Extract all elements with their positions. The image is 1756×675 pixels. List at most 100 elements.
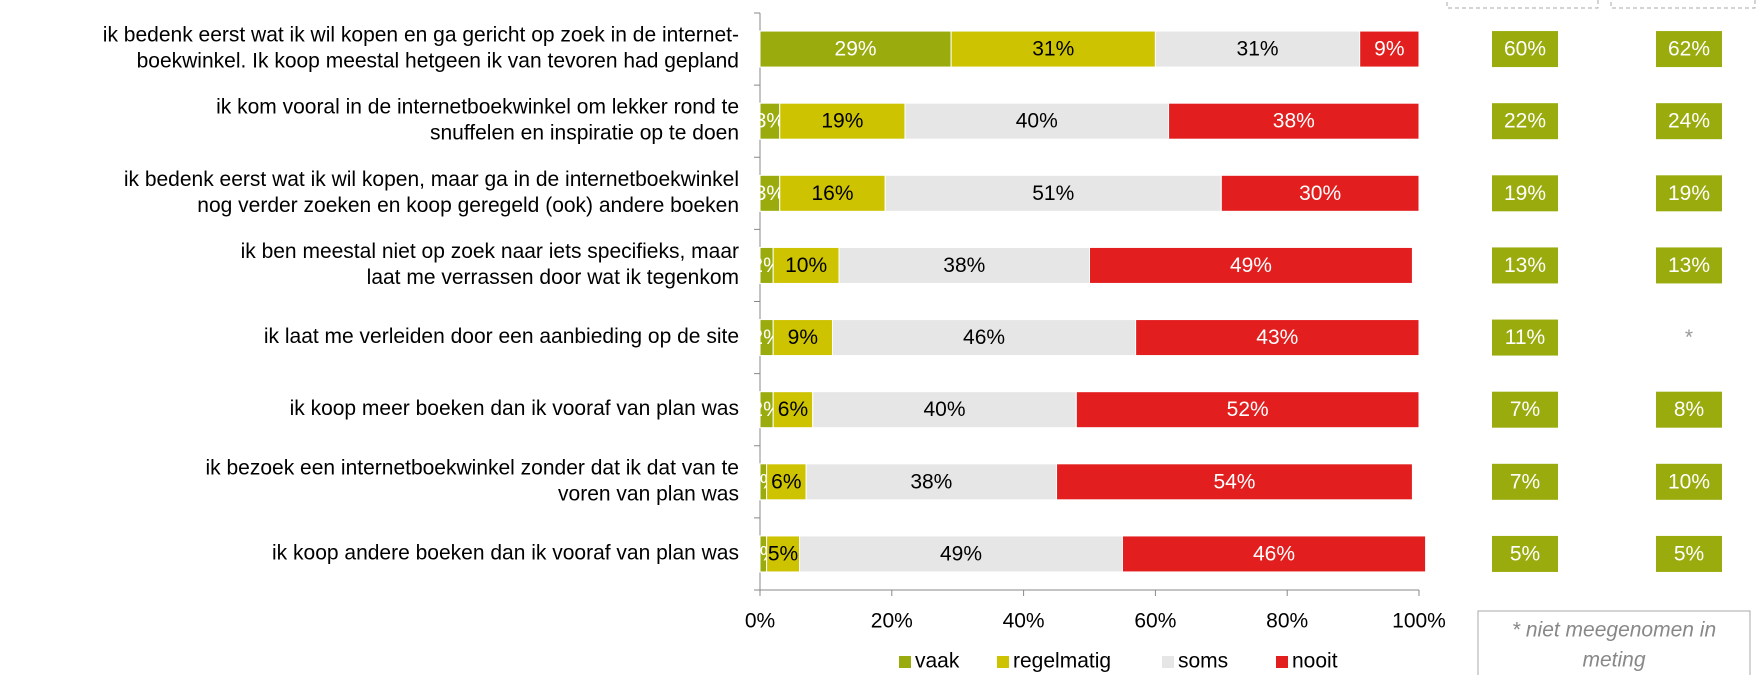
legend-swatch (899, 656, 911, 668)
x-tick-label: 40% (1003, 610, 1045, 633)
bar-segment (805, 463, 1058, 501)
footnote: * niet meegenomen in (1512, 619, 1716, 642)
value-label: 30% (1299, 182, 1341, 205)
value-label: 46% (1253, 542, 1295, 565)
bar-segment (1135, 319, 1420, 357)
footnote-box (1477, 610, 1751, 675)
bar-segment (1075, 391, 1420, 429)
category-label: ik koop andere boeken dan ik vooraf van … (272, 541, 739, 564)
bar-segment (838, 246, 1091, 284)
column-box (1656, 535, 1722, 572)
column-box (1656, 175, 1722, 212)
column-label: * (1685, 326, 1693, 349)
category-label: laat me verrassen door wat ik tegenkom (367, 266, 739, 289)
x-tick-label: 20% (871, 610, 913, 633)
category-label: ik ben meestal niet op zoek naar iets sp… (241, 240, 739, 263)
legend-label: soms (1178, 650, 1228, 673)
category-label: ik bedenk eerst wat ik wil kopen, maar g… (124, 168, 739, 191)
bar-segment (1168, 102, 1420, 140)
column-box (1656, 31, 1722, 68)
column-label: 19% (1504, 182, 1546, 205)
bar-segment (759, 30, 952, 68)
bar-segment (772, 319, 833, 357)
value-label: 10% (785, 254, 827, 277)
value-label: 3% (755, 182, 785, 205)
value-label: 31% (1032, 38, 1074, 61)
column-label: 62% (1668, 38, 1710, 61)
bar-segment (904, 102, 1170, 140)
value-label: 46% (963, 326, 1005, 349)
column-label: 7% (1510, 470, 1540, 493)
value-label: 19% (821, 110, 863, 133)
column-label: 5% (1674, 542, 1704, 565)
category-label: ik kom vooral in de internetboekwinkel o… (216, 96, 739, 119)
legend-swatch (997, 656, 1009, 668)
value-label: 40% (924, 398, 966, 421)
bar-segment (1089, 246, 1413, 284)
legend-label: vaak (915, 650, 960, 673)
category-label: snuffelen en inspiratie op te doen (430, 122, 739, 145)
bar-segment (779, 174, 886, 212)
column-box (1656, 247, 1722, 284)
category-label: boekwinkel. Ik koop meestal hetgeen ik v… (137, 50, 739, 73)
bar-segment (772, 246, 840, 284)
x-tick-label: 0% (745, 610, 775, 633)
column-box (1492, 535, 1558, 572)
value-label: 49% (940, 542, 982, 565)
legend-label: nooit (1292, 650, 1338, 673)
value-label: 9% (1374, 38, 1404, 61)
header-box (1446, 0, 1599, 9)
column-box (1492, 247, 1558, 284)
value-label: 31% (1237, 38, 1279, 61)
value-label: 9% (788, 326, 818, 349)
value-label: 5% (768, 542, 798, 565)
legend-swatch (1276, 656, 1288, 668)
value-label: 43% (1256, 326, 1298, 349)
column-label: 10% (1668, 470, 1710, 493)
value-label: 38% (943, 254, 985, 277)
column-box (1656, 103, 1722, 140)
column-box (1656, 391, 1722, 428)
column-box (1492, 103, 1558, 140)
column-box (1656, 463, 1722, 500)
bar-segment (779, 102, 906, 140)
category-label: voren van plan was (558, 482, 739, 505)
value-label: 54% (1213, 470, 1255, 493)
bar-segment (1121, 535, 1427, 573)
footnote: meting (1582, 649, 1645, 672)
bar-segment (1154, 30, 1361, 68)
bar-segment (812, 391, 1077, 429)
x-tick-label: 60% (1134, 610, 1176, 633)
value-label: 6% (771, 470, 801, 493)
bar-segment (884, 174, 1222, 212)
column-label: 7% (1510, 398, 1540, 421)
column-label: 22% (1504, 110, 1546, 133)
category-label: nog verder zoeken en koop geregeld (ook)… (197, 194, 739, 217)
value-label: 38% (910, 470, 952, 493)
legend-swatch (1162, 656, 1174, 668)
column-box (1492, 319, 1558, 356)
category-label: ik koop meer boeken dan ik vooraf van pl… (290, 397, 739, 420)
column-label: 60% (1504, 38, 1546, 61)
bar-segment (766, 463, 807, 501)
value-label: 3% (755, 110, 785, 133)
x-tick-label: 100% (1392, 610, 1446, 633)
column-label: 24% (1668, 110, 1710, 133)
value-label: 38% (1273, 110, 1315, 133)
column-label: 8% (1674, 398, 1704, 421)
bar-segment (1220, 174, 1420, 212)
column-label: 13% (1668, 254, 1710, 277)
column-label: 5% (1510, 542, 1540, 565)
x-tick-label: 80% (1266, 610, 1308, 633)
category-label: ik bezoek een internetboekwinkel zonder … (205, 456, 739, 479)
column-label: 13% (1504, 254, 1546, 277)
value-label: 40% (1016, 110, 1058, 133)
value-label: 29% (835, 38, 877, 61)
value-label: 51% (1032, 182, 1074, 205)
bar-segment (1056, 463, 1413, 501)
legend-label: regelmatig (1013, 650, 1111, 673)
bar-segment (1359, 30, 1420, 68)
bar-segment (950, 30, 1156, 68)
value-label: 52% (1227, 398, 1269, 421)
